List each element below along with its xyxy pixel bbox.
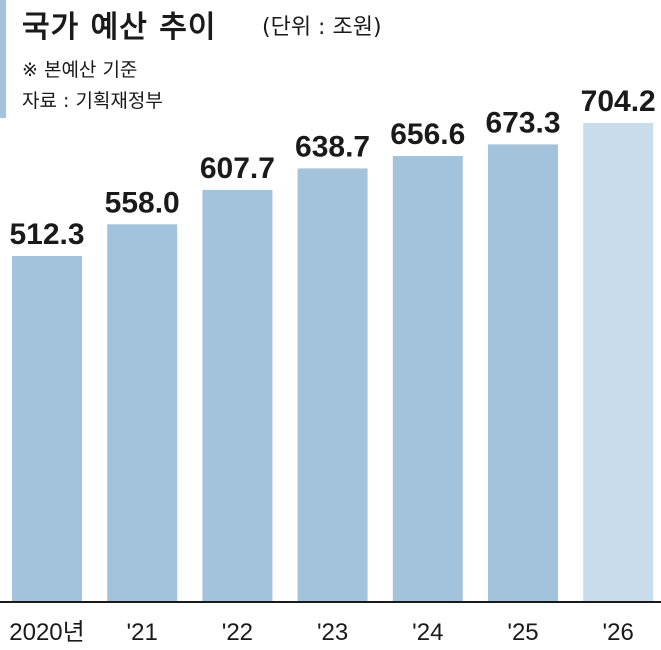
category-label-4: '24 [412,619,443,646]
value-label-2: 607.7 [200,152,275,185]
bar-5 [488,144,558,602]
chart-note: ※ 본예산 기준 [22,59,138,81]
category-label-3: '23 [317,619,348,646]
value-label-6: 704.2 [581,85,656,118]
category-label-2: '22 [222,619,253,646]
category-label-1: '21 [127,619,158,646]
value-label-4: 656.6 [390,118,465,151]
category-label-0: 2020년 [9,619,84,646]
title-accent-bar [0,0,6,118]
bar-1 [107,224,178,603]
category-label-6: '26 [603,619,634,646]
bar-4 [392,156,463,602]
bar-3 [297,168,368,602]
bar-2 [202,189,273,602]
value-label-1: 558.0 [105,186,180,219]
chart-title: 국가 예산 추이 [22,10,217,45]
unit-label: (단위 : 조원) [262,15,382,40]
bar-6 [583,123,654,602]
value-label-3: 638.7 [295,130,370,163]
value-label-0: 512.3 [9,218,84,251]
bar-0 [12,256,82,602]
source-label: 자료 : 기획재정부 [22,90,163,112]
category-label-5: '25 [507,619,538,646]
value-label-5: 673.3 [485,106,560,139]
